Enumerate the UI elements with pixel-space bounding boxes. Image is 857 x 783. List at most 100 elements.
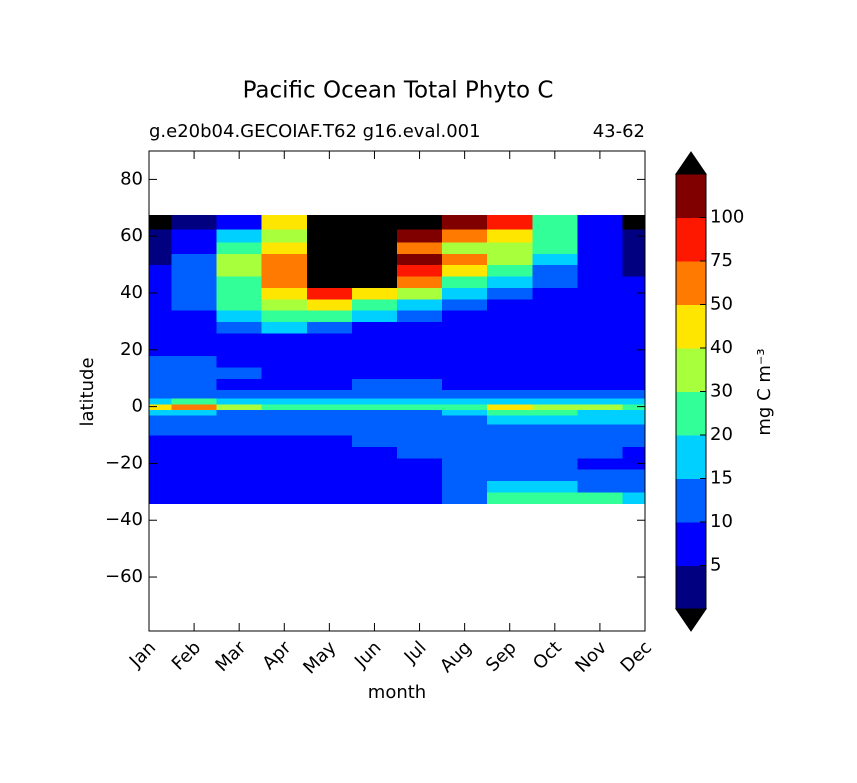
contour-cell (351, 491, 398, 504)
contour-cell (261, 264, 308, 277)
contour-cell (149, 423, 173, 436)
contour-cell (577, 214, 624, 230)
contour-cell (171, 287, 218, 300)
y-axis-label: latitude (77, 357, 98, 426)
contour-cell (532, 214, 578, 230)
contour-cell (149, 403, 173, 411)
contour-cell (149, 446, 173, 459)
contour-cell (149, 229, 173, 243)
colorbar-segment (676, 522, 706, 566)
contour-cell (149, 415, 173, 425)
contour-cell (397, 332, 443, 345)
colorbar-tick-label: 50 (710, 294, 733, 315)
contour-cell (306, 332, 353, 345)
contour-cell (261, 310, 308, 323)
contour-cell (442, 366, 488, 379)
contour-cell (216, 446, 263, 459)
contour-cell (216, 423, 263, 436)
contour-cell (171, 264, 218, 277)
contour-cell (622, 241, 646, 254)
contour-cell (149, 389, 173, 399)
contour-cell (261, 415, 308, 425)
contour-cell (577, 469, 624, 482)
x-tick-label: Apr (258, 637, 295, 674)
contour-cell (351, 332, 398, 345)
contour-cell (487, 403, 533, 411)
contour-cell (149, 253, 173, 266)
contour-cell (171, 491, 218, 504)
contour-cell (577, 229, 624, 243)
contour-cell (261, 398, 308, 405)
contour-cell (351, 415, 398, 425)
contour-cell (442, 469, 488, 482)
contour-cell (351, 398, 398, 405)
contour-cell (532, 423, 578, 436)
contour-cell (622, 275, 646, 288)
contour-cell (171, 310, 218, 323)
contour-cell (577, 389, 624, 399)
colorbar-segment (676, 478, 706, 523)
contour-cell (577, 415, 624, 425)
contour-cell (261, 457, 308, 470)
contour-cell (487, 332, 533, 345)
x-tick-label: Nov (571, 637, 611, 677)
contour-cell (351, 409, 398, 416)
x-axis-label: month (368, 682, 426, 703)
colorbar-tick-label: 40 (710, 337, 733, 358)
contour-cell (397, 298, 443, 311)
plot-frame (148, 150, 646, 632)
contour-cell (351, 287, 398, 300)
contour-cell (261, 275, 308, 288)
contour-cell (397, 264, 443, 277)
contour-cell (577, 435, 624, 447)
contour-cell (216, 415, 263, 425)
contour-cell (397, 423, 443, 436)
contour-cell (306, 287, 353, 300)
contour-cell (216, 310, 263, 323)
contour-cell (397, 310, 443, 323)
colorbar-tick-label: 15 (710, 468, 733, 489)
contour-cell (216, 469, 263, 482)
contour-cell (397, 366, 443, 379)
contour-cell (216, 355, 263, 368)
contour-cell (306, 264, 353, 277)
contour-cell (216, 491, 263, 504)
contour-cell (622, 264, 646, 277)
contour-cell (149, 264, 173, 277)
contour-cell (577, 355, 624, 368)
colorbar-tick-label: 10 (710, 511, 733, 532)
contour-cell (442, 355, 488, 368)
contour-cell (487, 287, 533, 300)
contour-cell (487, 241, 533, 254)
contour-cell (261, 366, 308, 379)
contour-cell (487, 253, 533, 266)
contour-cell (261, 409, 308, 416)
contour-cell (442, 423, 488, 436)
contour-cell (442, 403, 488, 411)
contour-cell (577, 298, 624, 311)
contour-cell (216, 321, 263, 334)
contour-cell (171, 275, 218, 288)
y-tick-label: 40 (120, 282, 143, 303)
contour-cell (261, 253, 308, 266)
contour-cell (216, 389, 263, 399)
contour-cell (397, 435, 443, 447)
contour-cell (622, 446, 646, 459)
contour-cell (306, 214, 353, 230)
contour-cell (306, 321, 353, 334)
contour-cell (397, 321, 443, 334)
contour-cell (487, 264, 533, 277)
contour-cell (351, 253, 398, 266)
contour-cell (622, 344, 646, 357)
contour-cell (577, 241, 624, 254)
contour-cell (622, 480, 646, 493)
contour-cell (487, 389, 533, 399)
contour-cell (397, 378, 443, 391)
contour-cell (532, 253, 578, 266)
contour-cell (577, 253, 624, 266)
contour-cell (261, 214, 308, 230)
contour-cell (487, 275, 533, 288)
contour-cell (216, 287, 263, 300)
contour-cell (487, 366, 533, 379)
contour-cell (622, 355, 646, 368)
